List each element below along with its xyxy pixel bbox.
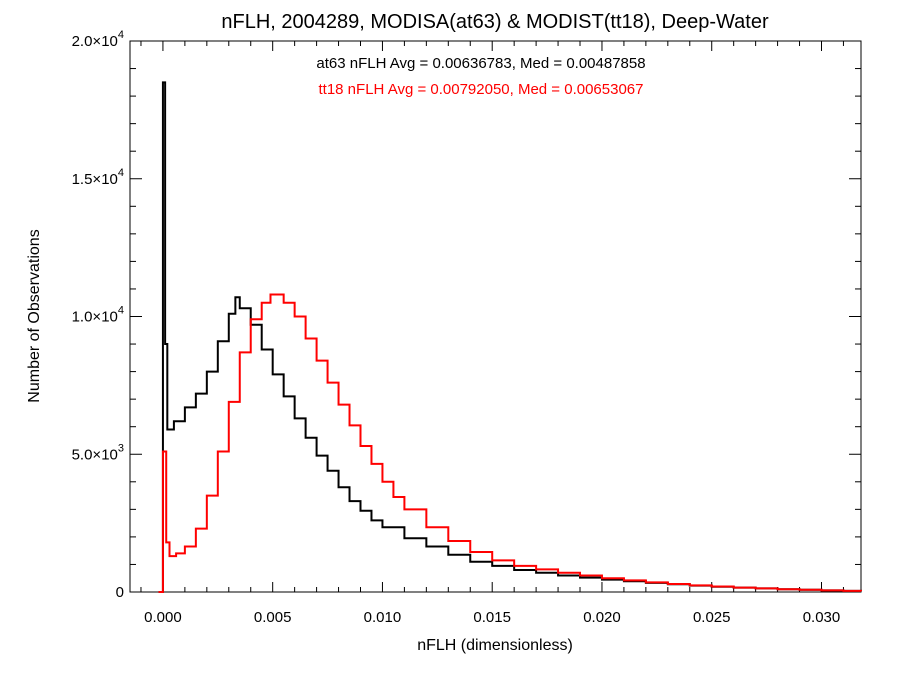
series-line-tt18 [158,293,862,593]
y-tick-mantissa: 5.0×10 [72,446,118,463]
x-tick-label: 0.005 [254,609,292,626]
series-layer [158,81,862,593]
plot-frame [129,40,862,593]
x-tick-label: 0.010 [364,609,402,626]
x-tick-label: 0.025 [693,609,731,626]
y-tick-mantissa: 1.0×10 [72,309,118,326]
series-line-at63 [158,81,862,593]
chart-title: nFLH, 2004289, MODISA(at63) & MODIST(tt1… [221,11,769,33]
y-tick-label: 1.0×104 [72,305,124,326]
y-tick-label: 5.0×103 [72,442,124,463]
y-tick-exponent: 4 [118,167,124,179]
y-tick-exponent: 4 [118,305,124,317]
annotation-tt18: tt18 nFLH Avg = 0.00792050, Med = 0.0065… [319,81,644,98]
annotation-at63: at63 nFLH Avg = 0.00636783, Med = 0.0048… [316,55,645,72]
y-tick-label: 2.0×104 [72,29,124,50]
x-axis-label: nFLH (dimensionless) [417,637,573,654]
x-tick-label: 0.015 [473,609,511,626]
y-tick-mantissa: 0 [116,584,124,601]
x-axis: 0.000 0.005 0.010 0.015 0.020 0.025 0.030 [140,41,844,626]
x-tick-label: 0.000 [144,609,182,626]
x-tick-label: 0.020 [583,609,621,626]
y-tick-mantissa: 1.5×10 [72,171,118,188]
y-tick-exponent: 4 [118,29,124,41]
y-tick-mantissa: 2.0×10 [72,33,118,50]
y-axis-label: Number of Observations [26,229,43,402]
y-tick-label: 0 [116,584,124,601]
x-tick-label: 0.030 [803,609,841,626]
y-tick-exponent: 3 [118,442,124,454]
y-tick-label: 1.5×104 [72,167,124,188]
